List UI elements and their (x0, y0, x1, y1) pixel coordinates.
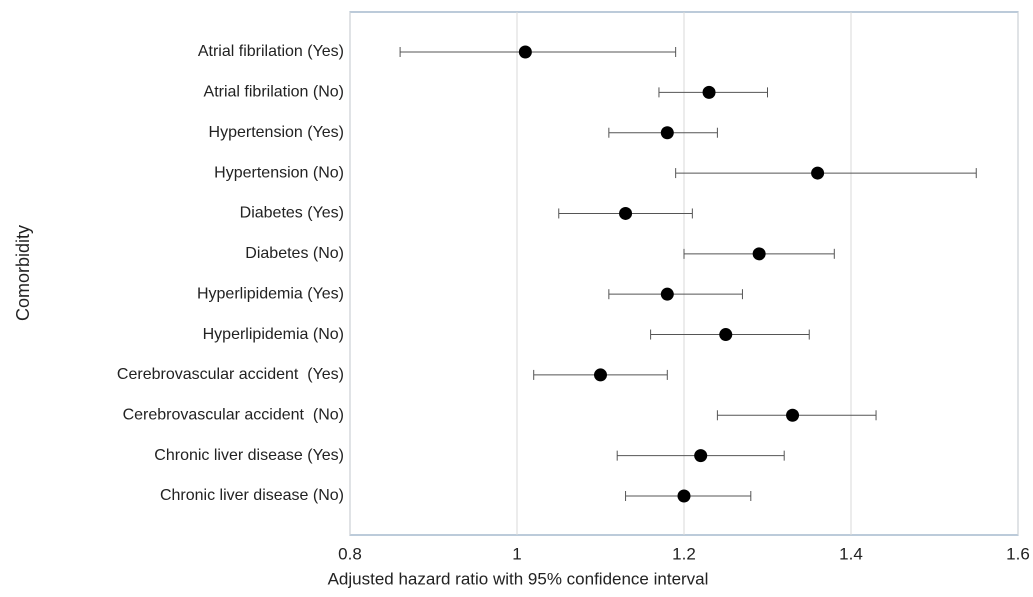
y-tick-label: Chronic liver disease (Yes) (154, 447, 344, 464)
point-estimate (719, 328, 733, 342)
y-tick-label: Hypertension (Yes) (209, 124, 344, 141)
x-tick-label: 1 (512, 544, 521, 563)
y-tick-label: Cerebrovascular accident (Yes) (117, 366, 344, 383)
y-tick-label: Hyperlipidemia (Yes) (197, 285, 344, 302)
point-estimate (619, 206, 633, 220)
y-tick-label: Diabetes (No) (245, 245, 344, 262)
y-axis-title: Comorbidity (13, 225, 33, 321)
x-tick-label: 0.8 (338, 544, 362, 563)
x-tick-label: 1.4 (839, 544, 863, 563)
point-estimate (702, 85, 716, 99)
y-tick-label: Cerebrovascular accident (No) (123, 406, 344, 423)
point-estimate (752, 247, 766, 261)
x-axis-title: Adjusted hazard ratio with 95% confidenc… (328, 569, 709, 588)
y-tick-label: Hyperlipidemia (No) (203, 326, 344, 343)
y-tick-label: Diabetes (Yes) (240, 205, 344, 222)
y-tick-label: Chronic liver disease (No) (160, 487, 344, 504)
y-tick-label: Hypertension (No) (214, 164, 344, 181)
point-estimate (694, 449, 708, 463)
point-estimate (518, 45, 532, 59)
y-tick-label: Atrial fibrilation (No) (204, 84, 344, 101)
x-tick-label: 1.6 (1006, 544, 1030, 563)
x-tick-label: 1.2 (672, 544, 696, 563)
point-estimate (660, 126, 674, 140)
point-estimate (786, 408, 800, 422)
point-estimate (594, 368, 607, 382)
point-estimate (660, 287, 674, 301)
y-tick-label: Atrial fibrilation (Yes) (198, 43, 344, 60)
point-estimate (811, 166, 825, 180)
point-estimate (677, 489, 691, 503)
